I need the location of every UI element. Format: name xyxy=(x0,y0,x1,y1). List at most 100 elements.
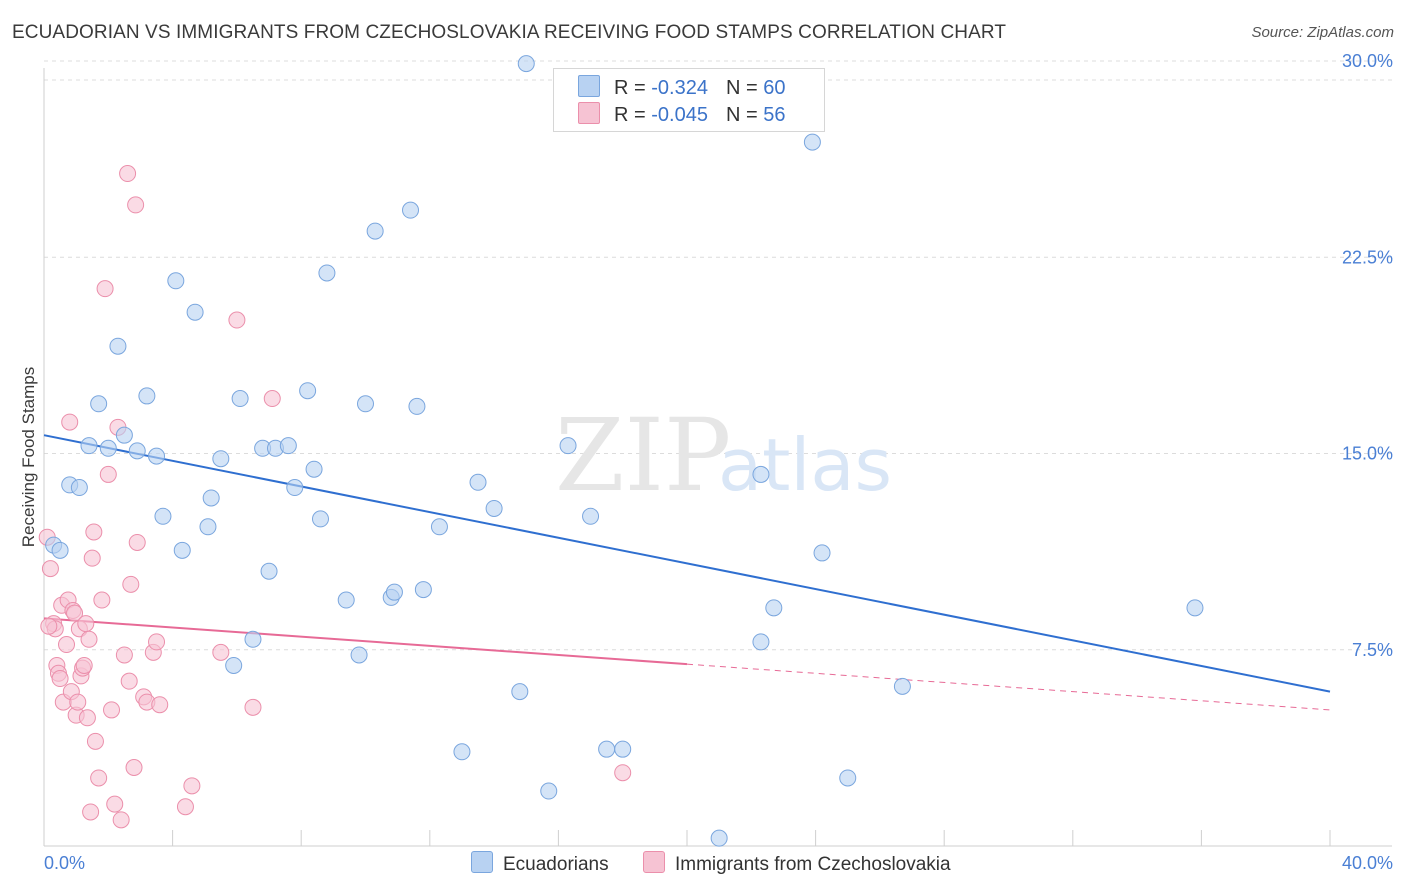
data-point-pink xyxy=(106,795,124,813)
data-point-blue xyxy=(765,599,783,617)
data-point-pink xyxy=(127,196,145,214)
data-point-blue xyxy=(582,507,600,525)
data-point-pink xyxy=(228,311,246,329)
data-point-pink xyxy=(122,575,140,593)
data-point-pink xyxy=(112,811,130,829)
data-point-blue xyxy=(813,544,831,562)
data-point-pink xyxy=(90,769,108,787)
data-point-blue xyxy=(408,397,426,415)
watermark-atlas: atlas xyxy=(718,423,892,507)
data-point-pink xyxy=(83,549,101,567)
data-point-pink xyxy=(85,523,103,541)
data-point-blue xyxy=(186,303,204,321)
data-point-blue xyxy=(199,518,217,536)
data-point-blue xyxy=(202,489,220,507)
data-point-blue xyxy=(90,395,108,413)
data-point-blue xyxy=(511,683,529,701)
data-point-blue xyxy=(128,442,146,460)
bottom-legend-label: Immigrants from Czechoslovakia xyxy=(675,854,951,875)
data-point-blue xyxy=(260,562,278,580)
data-point-blue xyxy=(710,829,728,847)
y-tick-label: 30.0% xyxy=(1342,51,1393,71)
data-point-pink xyxy=(120,672,138,690)
data-point-blue xyxy=(614,740,632,758)
data-point-blue xyxy=(51,541,69,559)
data-point-blue xyxy=(803,133,821,151)
data-point-pink xyxy=(119,165,137,183)
data-point-blue xyxy=(402,201,420,219)
y-tick-label: 15.0% xyxy=(1342,444,1393,464)
data-point-pink xyxy=(66,604,84,622)
data-point-pink xyxy=(41,560,59,578)
x-tick-label: 40.0% xyxy=(1342,853,1393,873)
data-point-blue xyxy=(305,460,323,478)
data-point-pink xyxy=(82,803,100,821)
chart-title: ECUADORIAN VS IMMIGRANTS FROM CZECHOSLOV… xyxy=(12,22,1007,43)
data-point-blue xyxy=(99,439,117,457)
data-point-blue xyxy=(138,387,156,405)
data-point-pink xyxy=(61,413,79,431)
data-point-pink xyxy=(115,646,133,664)
legend-swatch-pink xyxy=(578,102,600,124)
data-point-blue xyxy=(70,479,88,497)
data-point-pink xyxy=(93,591,111,609)
legend-r-label: R = xyxy=(614,104,652,126)
data-point-pink xyxy=(614,764,632,782)
data-point-blue xyxy=(752,633,770,651)
data-point-blue xyxy=(299,382,317,400)
data-point-blue xyxy=(286,479,304,497)
data-point-pink xyxy=(69,693,87,711)
watermark: ZIP atlas xyxy=(555,397,892,514)
data-point-pink xyxy=(103,701,121,719)
data-point-blue xyxy=(517,55,535,73)
data-point-blue xyxy=(109,337,127,355)
data-point-blue xyxy=(366,222,384,240)
data-point-blue xyxy=(752,465,770,483)
y-axis-label: Receiving Food Stamps xyxy=(19,367,38,547)
trend-line-blue xyxy=(43,434,1331,693)
points-immigrants-from-czechoslovakia xyxy=(38,165,632,829)
data-point-blue xyxy=(540,782,558,800)
data-point-blue xyxy=(559,437,577,455)
data-point-pink xyxy=(51,670,69,688)
data-point-pink xyxy=(96,280,114,298)
data-point-blue xyxy=(839,769,857,787)
data-point-blue xyxy=(485,499,503,517)
data-point-blue xyxy=(244,630,262,648)
data-point-pink xyxy=(176,798,194,816)
data-point-pink xyxy=(148,633,166,651)
points-ecuadorians xyxy=(45,55,1204,847)
data-point-pink xyxy=(263,390,281,408)
y-tick-label: 7.5% xyxy=(1352,640,1393,660)
data-point-blue xyxy=(225,656,243,674)
trend-line-pink xyxy=(43,617,688,666)
data-point-pink xyxy=(183,777,201,795)
data-point-blue xyxy=(148,447,166,465)
watermark-zip: ZIP xyxy=(555,397,731,514)
data-point-blue xyxy=(337,591,355,609)
correlation-legend: R = -0.324 N = 60 R = -0.045 N = 56 xyxy=(553,68,825,132)
data-point-blue xyxy=(167,272,185,290)
data-point-blue xyxy=(279,437,297,455)
data-point-blue xyxy=(385,583,403,601)
bottom-legend-ecuadorians: Ecuadorians xyxy=(471,851,609,876)
tick-labels: 7.5% 15.0% 22.5% 30.0% 0.0% 40.0% xyxy=(44,51,1393,873)
data-point-blue xyxy=(311,510,329,528)
data-point-pink xyxy=(125,759,143,776)
data-point-pink xyxy=(77,615,95,633)
data-point-blue xyxy=(80,437,98,455)
data-point-pink xyxy=(86,732,104,750)
data-point-pink xyxy=(40,617,58,635)
data-point-pink xyxy=(78,709,96,727)
data-point-blue xyxy=(598,740,616,758)
data-point-blue xyxy=(318,264,336,282)
data-point-blue xyxy=(115,426,133,444)
data-point-pink xyxy=(151,696,169,714)
x-tick-label: 0.0% xyxy=(44,853,85,873)
data-point-pink xyxy=(80,630,98,648)
data-point-blue xyxy=(453,743,471,761)
data-point-blue xyxy=(231,390,249,408)
trend-lines xyxy=(43,434,1331,711)
legend-r-label: R = xyxy=(614,77,652,99)
